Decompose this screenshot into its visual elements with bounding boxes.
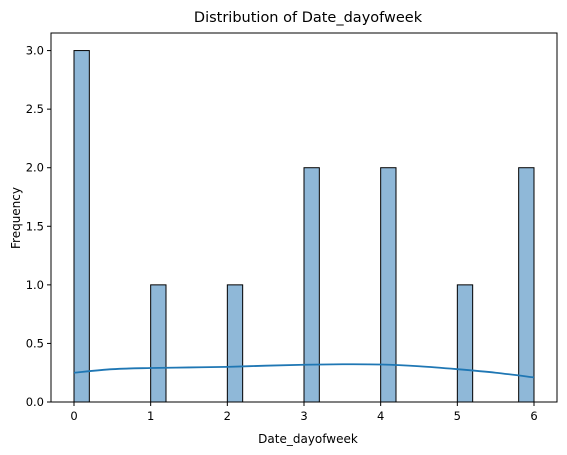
y-tick-label: 3.0 xyxy=(26,44,44,58)
bar-6 xyxy=(518,167,535,403)
x-tick-label: 2 xyxy=(224,409,231,423)
kde-layer xyxy=(73,363,535,379)
kde-line xyxy=(73,363,535,379)
bar-5 xyxy=(456,284,474,403)
y-axis-label: Frequency xyxy=(9,187,23,249)
x-tick-label: 3 xyxy=(300,409,307,423)
bar-2 xyxy=(226,284,244,403)
x-tick-label: 6 xyxy=(530,409,537,423)
bar-1 xyxy=(150,284,167,403)
y-tick-label: 2.0 xyxy=(26,161,44,175)
bar-4 xyxy=(380,167,397,403)
chart-title: Distribution of Date_dayofweek xyxy=(194,10,423,26)
bar-0 xyxy=(73,50,90,403)
y-tick-label: 0.0 xyxy=(26,395,44,409)
y-tick-label: 1.0 xyxy=(26,278,44,292)
x-tick-label: 0 xyxy=(70,409,77,423)
y-tick-label: 0.5 xyxy=(26,336,44,350)
y-tick-label: 2.5 xyxy=(26,102,44,116)
axes-layer: 0 1 2 3 4 5 6 0.0 0.5 1.0 1.5 2.0 2.5 3.0 xyxy=(26,32,558,423)
bar-3 xyxy=(303,167,320,403)
x-tick-label: 1 xyxy=(147,409,154,423)
x-tick-label: 5 xyxy=(454,409,461,423)
x-tick-label: 4 xyxy=(377,409,384,423)
x-axis-label: Date_dayofweek xyxy=(258,432,358,446)
y-tick-label: 1.5 xyxy=(26,219,44,233)
bars-layer xyxy=(73,50,535,403)
